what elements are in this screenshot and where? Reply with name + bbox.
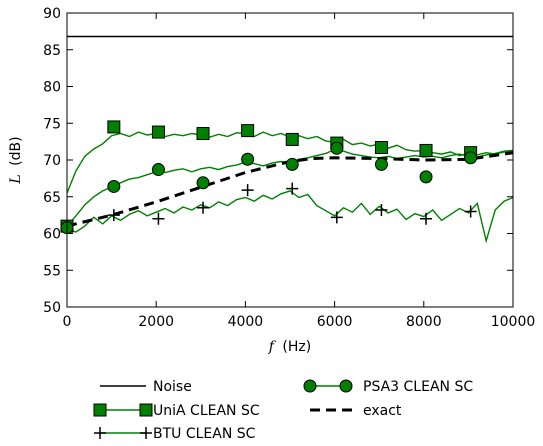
x-tick-label: 6000 [317, 314, 353, 330]
x-axis-label-var: f [268, 339, 277, 355]
data-point-psa3-clean-sc [419, 170, 433, 184]
legend-item-btu: BTU CLEAN SC [94, 426, 256, 442]
data-point-psa3-clean-sc [241, 152, 255, 166]
data-point-btu-clean-sc [375, 203, 388, 216]
data-point-btu-clean-sc [420, 212, 433, 225]
legend-label-noise: Noise [153, 379, 192, 395]
data-point-btu-clean-sc [107, 209, 120, 222]
x-tick-label: 10000 [491, 314, 536, 330]
data-point-unia-clean-sc [241, 124, 255, 138]
legend-marker-circle [303, 379, 317, 393]
y-axis-label: L (dB) [8, 136, 24, 184]
legend-marker-square [93, 403, 107, 417]
data-point-btu-clean-sc [286, 182, 299, 195]
legend-marker-plus [140, 427, 152, 439]
y-tick-label: 60 [43, 227, 61, 243]
legend-marker-square [139, 403, 153, 417]
legend-label-btu: BTU CLEAN SC [153, 426, 256, 442]
data-point-psa3-clean-sc [107, 179, 121, 193]
data-point-psa3-clean-sc [464, 151, 478, 165]
y-axis: 50 55 60 65 70 75 80 85 90 [43, 6, 513, 316]
legend-marker-circle [339, 379, 353, 393]
y-tick-label: 65 [43, 190, 61, 206]
legend-item-psa3: PSA3 CLEAN SC [303, 379, 473, 395]
plot-markers [60, 120, 478, 235]
legend-label-psa3: PSA3 CLEAN SC [363, 379, 473, 395]
legend: Noise UniA CLEAN SC BTU CLEAN SC PSA3 CL… [93, 379, 473, 442]
x-axis-label: f (Hz) [268, 339, 311, 355]
x-tick-label: 8000 [406, 314, 442, 330]
data-point-unia-clean-sc [285, 132, 299, 146]
y-tick-label: 90 [43, 6, 61, 22]
x-tick-label: 2000 [138, 314, 174, 330]
data-point-psa3-clean-sc [285, 157, 299, 171]
data-point-psa3-clean-sc [151, 163, 165, 177]
y-tick-label: 85 [43, 43, 61, 59]
data-point-psa3-clean-sc [196, 176, 210, 190]
series-line-btu-clean-sc [67, 190, 513, 244]
data-point-btu-clean-sc [152, 212, 165, 225]
legend-label-unia: UniA CLEAN SC [153, 403, 260, 419]
legend-label-exact: exact [363, 403, 402, 419]
y-axis-label-unit: (dB) [8, 136, 24, 165]
legend-marker-plus [94, 427, 106, 439]
y-tick-label: 50 [43, 300, 61, 316]
data-point-btu-clean-sc [197, 201, 210, 214]
data-point-unia-clean-sc [374, 141, 388, 155]
x-tick-label: 0 [63, 314, 72, 330]
y-tick-label: 75 [43, 116, 61, 132]
legend-item-noise: Noise [100, 379, 192, 395]
data-point-unia-clean-sc [151, 125, 165, 139]
y-tick-label: 55 [43, 263, 61, 279]
data-point-psa3-clean-sc [374, 157, 388, 171]
data-point-btu-clean-sc [330, 211, 343, 224]
series-line-exact [67, 151, 513, 228]
y-tick-label: 70 [43, 153, 61, 169]
x-tick-label: 4000 [228, 314, 264, 330]
data-point-unia-clean-sc [107, 120, 121, 134]
legend-item-unia: UniA CLEAN SC [93, 403, 260, 419]
y-tick-label: 80 [43, 80, 61, 96]
x-axis-label-unit: (Hz) [282, 339, 311, 355]
data-point-unia-clean-sc [419, 143, 433, 157]
x-axis: 0 2000 4000 6000 8000 10000 [63, 13, 536, 330]
legend-item-exact: exact [310, 403, 402, 419]
data-point-btu-clean-sc [464, 205, 477, 218]
data-point-unia-clean-sc [196, 127, 210, 141]
data-point-psa3-clean-sc [330, 141, 344, 155]
data-point-btu-clean-sc [241, 184, 254, 197]
y-axis-label-var: L [8, 174, 24, 184]
